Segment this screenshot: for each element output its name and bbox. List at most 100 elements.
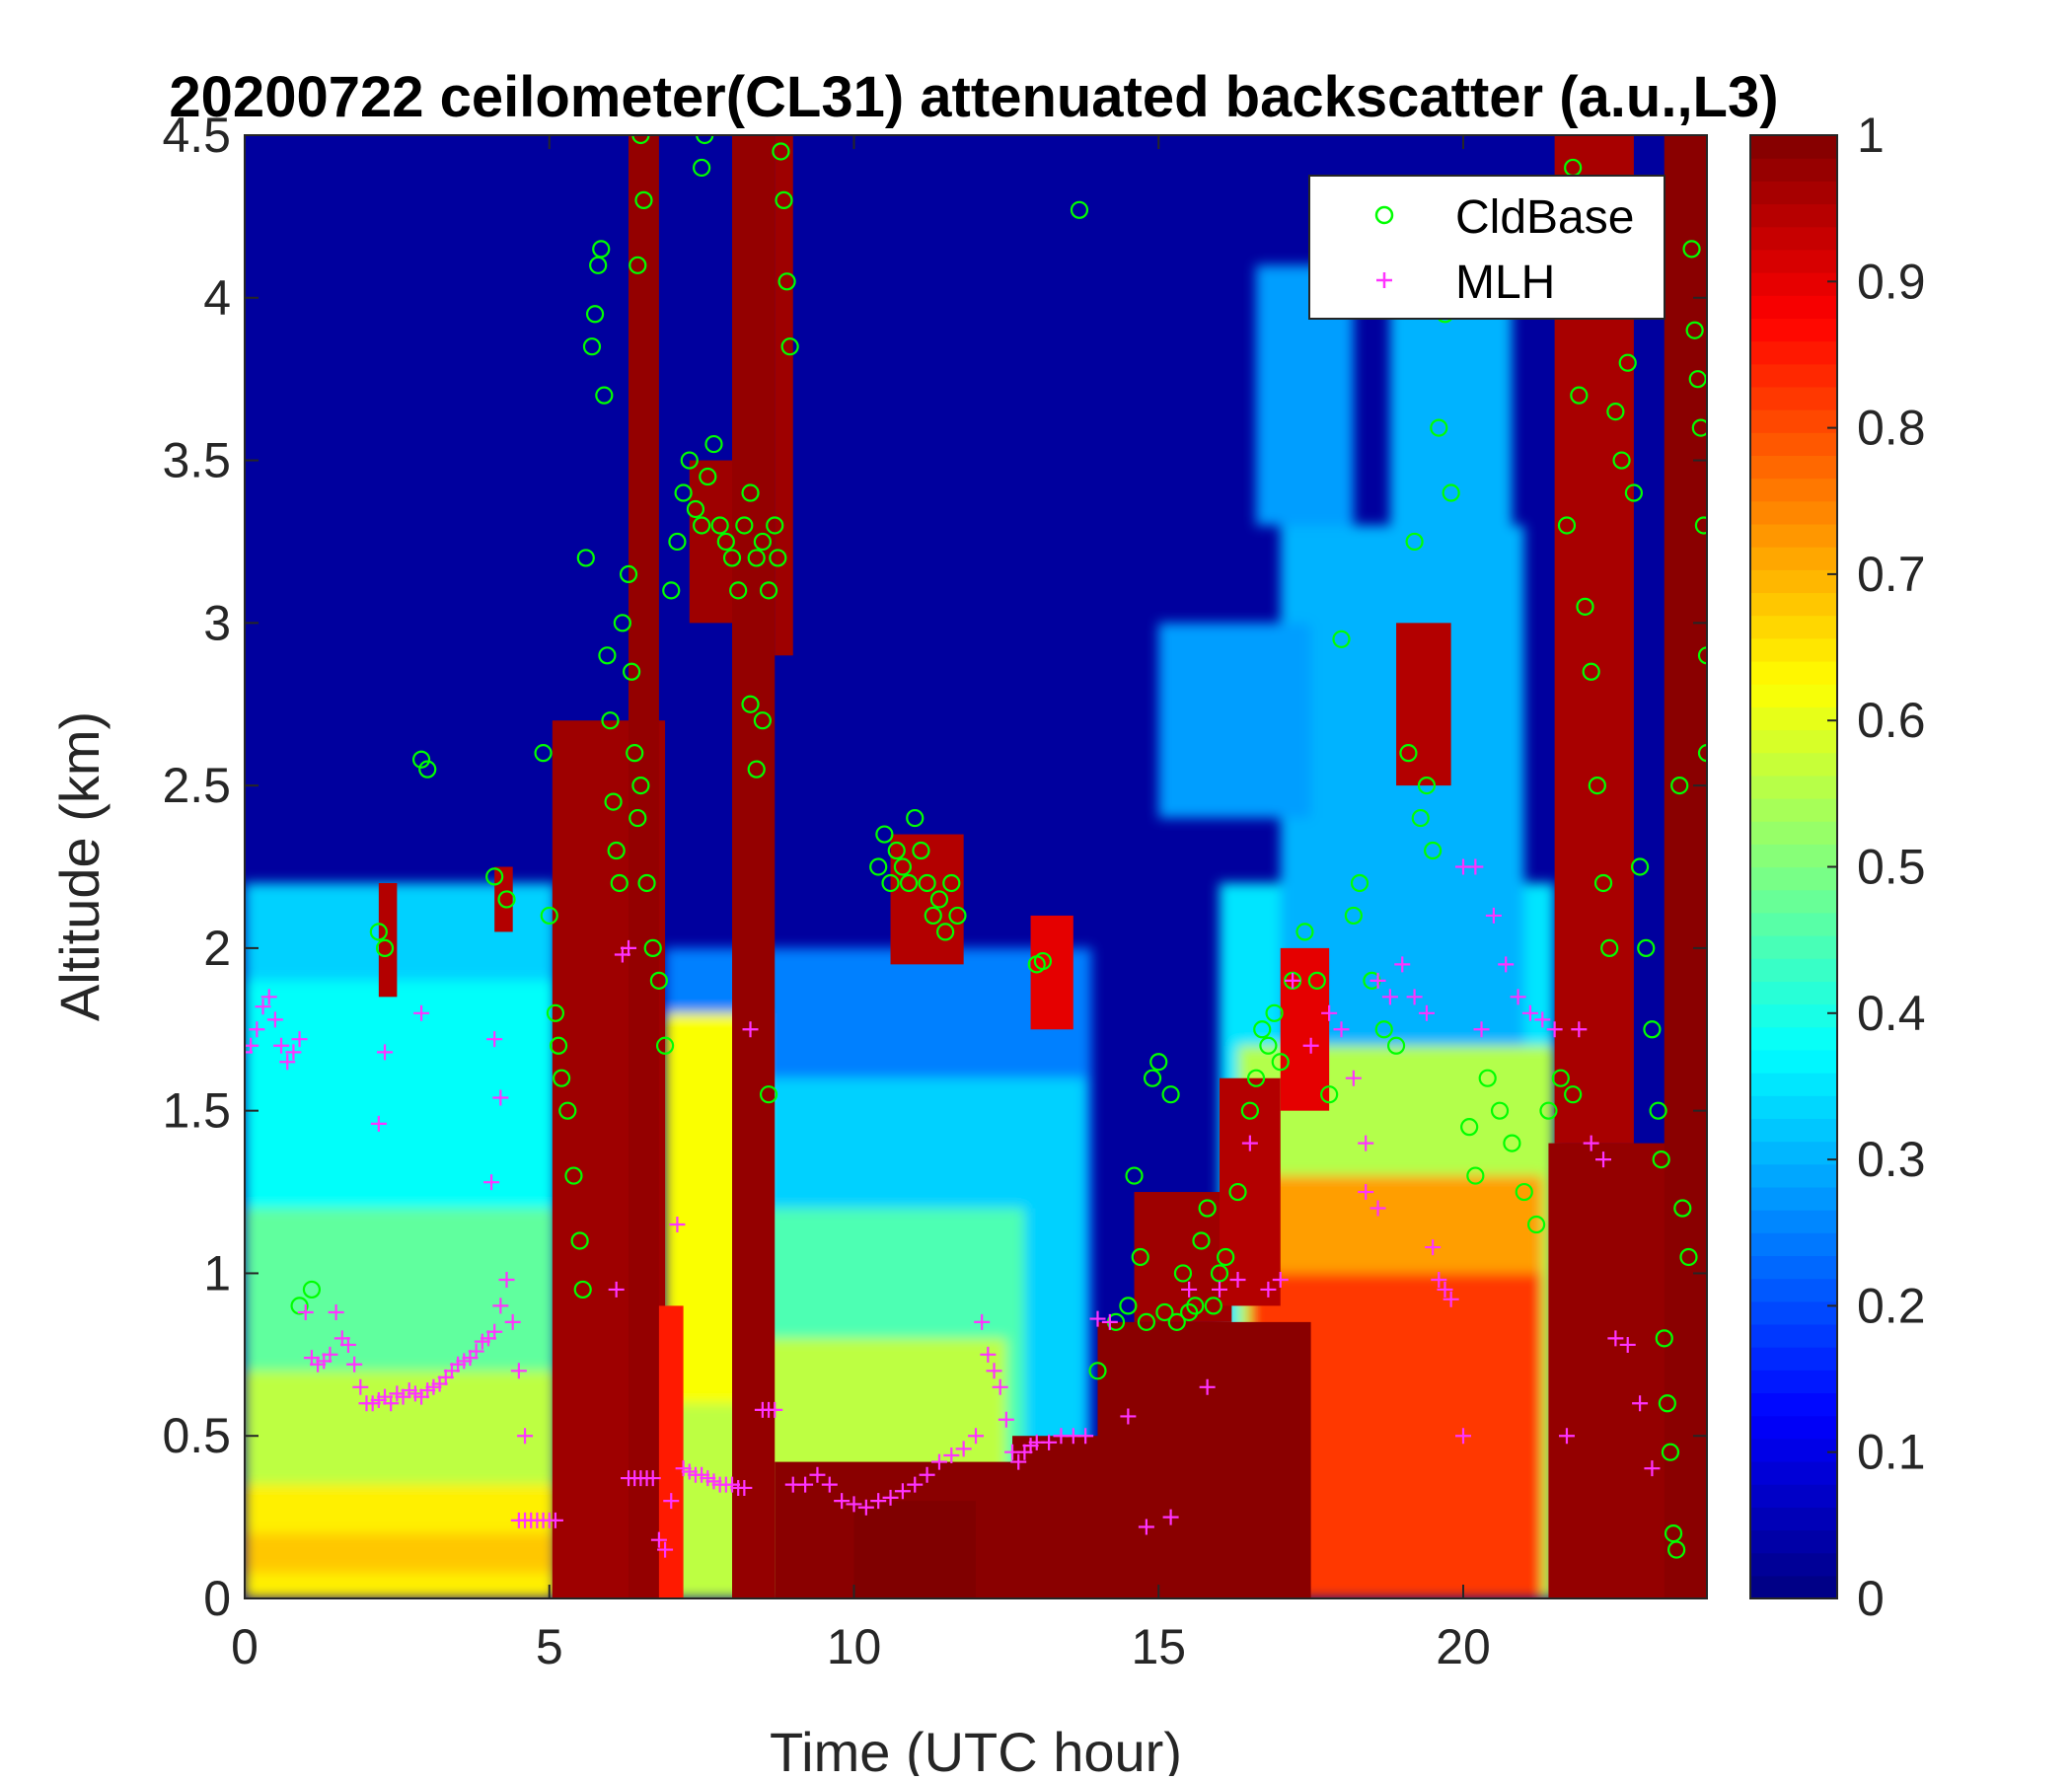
mlh-point: [547, 1512, 563, 1528]
colorbar-segment: [1750, 797, 1837, 822]
colorbar-segment: [1750, 1186, 1837, 1211]
cldbase-point: [887, 841, 906, 860]
colorbar-segment: [1750, 592, 1837, 617]
colorbar-segment: [1750, 363, 1837, 388]
mlh-point: [608, 1281, 625, 1298]
cloud-region-1: [629, 135, 659, 1598]
cldbase-point: [668, 532, 687, 552]
legend: CldBase MLH: [1308, 175, 1665, 320]
cldbase-point: [772, 142, 790, 161]
cldbase-point: [1198, 1199, 1217, 1218]
colorbar-tick-label: 0.9: [1857, 254, 1926, 309]
colorbar-segment: [1750, 500, 1837, 525]
y-tick-label: 0: [203, 1571, 231, 1626]
colorbar-segment: [1750, 1575, 1837, 1599]
mlh-point: [955, 1441, 972, 1457]
colorbar-segment: [1750, 1460, 1837, 1485]
cldbase-point: [534, 744, 553, 763]
diffuse-region-14: [1158, 623, 1311, 819]
colorbar-segment: [1750, 729, 1837, 754]
colorbar-segment: [1750, 637, 1837, 662]
cldbase-point: [1070, 200, 1089, 219]
mlh-point: [260, 989, 277, 1005]
mlh-point: [1212, 1281, 1227, 1298]
colorbar-tick-label: 1: [1857, 108, 1885, 163]
cldbase-point: [411, 750, 431, 769]
plot-frame: [244, 134, 1708, 1599]
mlh-point: [1510, 989, 1526, 1005]
mlh-point: [986, 1363, 1002, 1379]
cldbase-point: [418, 760, 437, 779]
cldbase-point: [595, 386, 614, 405]
mlh-point: [1358, 1184, 1374, 1201]
cldbase-point: [1655, 1329, 1673, 1348]
mlh-point: [797, 1476, 814, 1493]
mlh-point: [1583, 1135, 1599, 1151]
mlh-point: [510, 1363, 527, 1379]
colorbar-segment: [1750, 1118, 1837, 1143]
cldbase-point: [1649, 1101, 1667, 1120]
mlh-point: [1162, 1509, 1179, 1525]
colorbar: [1750, 135, 1837, 1599]
cldbase-point: [1210, 1264, 1229, 1283]
cldbase-point: [1630, 857, 1650, 876]
cldbase-point: [1490, 1101, 1510, 1120]
cldbase-point: [1643, 1020, 1662, 1039]
x-tick-label: 10: [827, 1619, 882, 1674]
cldbase-point: [722, 549, 742, 567]
cldbase-point: [729, 581, 748, 600]
colorbar-segment: [1750, 935, 1837, 959]
cldbase-point: [1694, 516, 1707, 535]
cldbase-point: [747, 549, 766, 567]
cldbase-point: [552, 1069, 571, 1087]
y-tick-label: 2.5: [162, 758, 231, 813]
cldbase-point: [674, 483, 693, 502]
colorbar-segment: [1750, 181, 1837, 205]
colorbar-segment: [1750, 1095, 1837, 1119]
colorbar-tick-label: 0.1: [1857, 1425, 1926, 1480]
cloud-region-9: [1097, 1321, 1311, 1598]
colorbar-segment: [1750, 1347, 1837, 1371]
mlh-point: [894, 1483, 911, 1500]
cloud-region-16: [1664, 135, 1707, 1598]
cldbase-point: [1253, 1020, 1272, 1039]
cldbase-point: [1652, 1150, 1670, 1169]
cldbase-point: [1682, 240, 1701, 259]
cldbase-point: [686, 499, 705, 519]
colorbar-ticks: 0 0.1 0.2 0.3 0.4 0.5 0.6 0.7 0.8 0.9 1: [1827, 108, 1926, 1626]
cldbase-point: [875, 825, 894, 844]
cldbase-point: [1033, 951, 1053, 971]
cldbase-point: [1557, 516, 1577, 535]
cldbase-point: [1460, 1118, 1479, 1137]
colorbar-segment: [1750, 158, 1837, 182]
cldbase-point: [1180, 1302, 1199, 1322]
cldbase-point: [546, 1003, 565, 1022]
cldbase-point: [631, 135, 650, 145]
cldbase-point: [558, 1101, 577, 1120]
mlh-point: [1443, 1291, 1459, 1307]
colorbar-segment: [1750, 547, 1837, 570]
mlh-point: [767, 1401, 783, 1418]
cldbase-point: [1374, 1020, 1393, 1039]
cldbase-point: [693, 158, 711, 178]
cldbase-point: [1658, 1394, 1676, 1413]
cldbase-point: [780, 337, 799, 356]
cldbase-point: [929, 890, 949, 909]
cldbase-point: [1612, 451, 1631, 470]
colorbar-segment: [1750, 135, 1837, 159]
cldbase-point: [1697, 646, 1707, 665]
colorbar-segment: [1750, 478, 1837, 502]
colorbar-segment: [1750, 1026, 1837, 1051]
colorbar-tick-label: 0.8: [1857, 401, 1926, 456]
cldbase-point: [1582, 662, 1600, 681]
cldbase-point: [1673, 1199, 1692, 1218]
cldbase-point: [1551, 1069, 1570, 1087]
mlh-point: [657, 1541, 674, 1558]
colorbar-segment: [1750, 1529, 1837, 1554]
mlh-point: [1345, 1070, 1362, 1086]
cldbase-point: [1478, 1069, 1497, 1087]
mlh-point: [486, 1323, 503, 1340]
y-tick-label: 1: [203, 1245, 231, 1300]
cldbase-point: [1143, 1069, 1162, 1087]
legend-mlh-marker: [1376, 272, 1392, 288]
